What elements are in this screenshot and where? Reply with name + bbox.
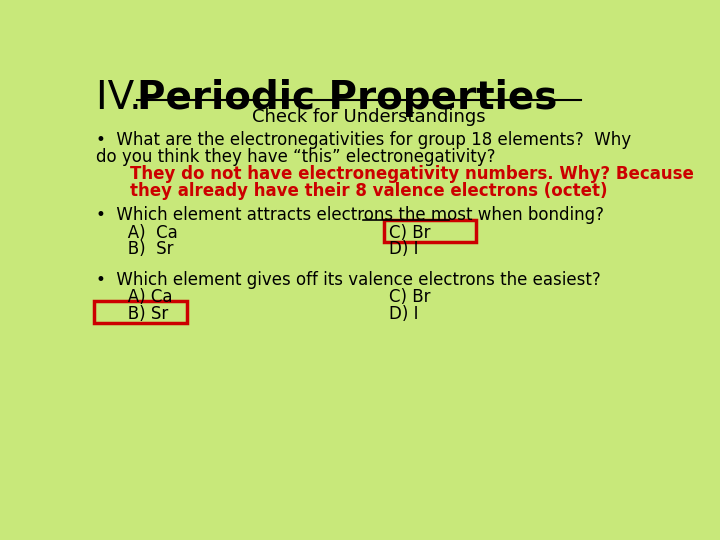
Text: They do not have electronegativity numbers. Why? Because: They do not have electronegativity numbe… [107,165,693,184]
Text: do you think they have “this” electronegativity?: do you think they have “this” electroneg… [96,148,495,166]
Text: A) Ca: A) Ca [112,288,173,306]
Text: •  What are the electronegativities for group 18 elements?  Why: • What are the electronegativities for g… [96,131,631,150]
Text: B) Sr: B) Sr [112,305,168,323]
Text: C) Br: C) Br [389,288,430,306]
Text: A)  Ca: A) Ca [112,224,178,241]
Text: •  Which element attracts electrons the most when bonding?: • Which element attracts electrons the m… [96,206,603,224]
Text: D) I: D) I [389,240,418,258]
Text: B)  Sr: B) Sr [112,240,174,258]
Text: Periodic Properties: Periodic Properties [138,79,558,117]
Text: they already have their 8 valence electrons (octet): they already have their 8 valence electr… [107,182,607,200]
Text: IV.: IV. [96,79,153,117]
Text: C) Br: C) Br [389,224,430,241]
Text: D) I: D) I [389,305,418,323]
Text: Check for Understandings: Check for Understandings [252,109,486,126]
Text: •  Which element gives off its valence electrons the easiest?: • Which element gives off its valence el… [96,271,600,288]
